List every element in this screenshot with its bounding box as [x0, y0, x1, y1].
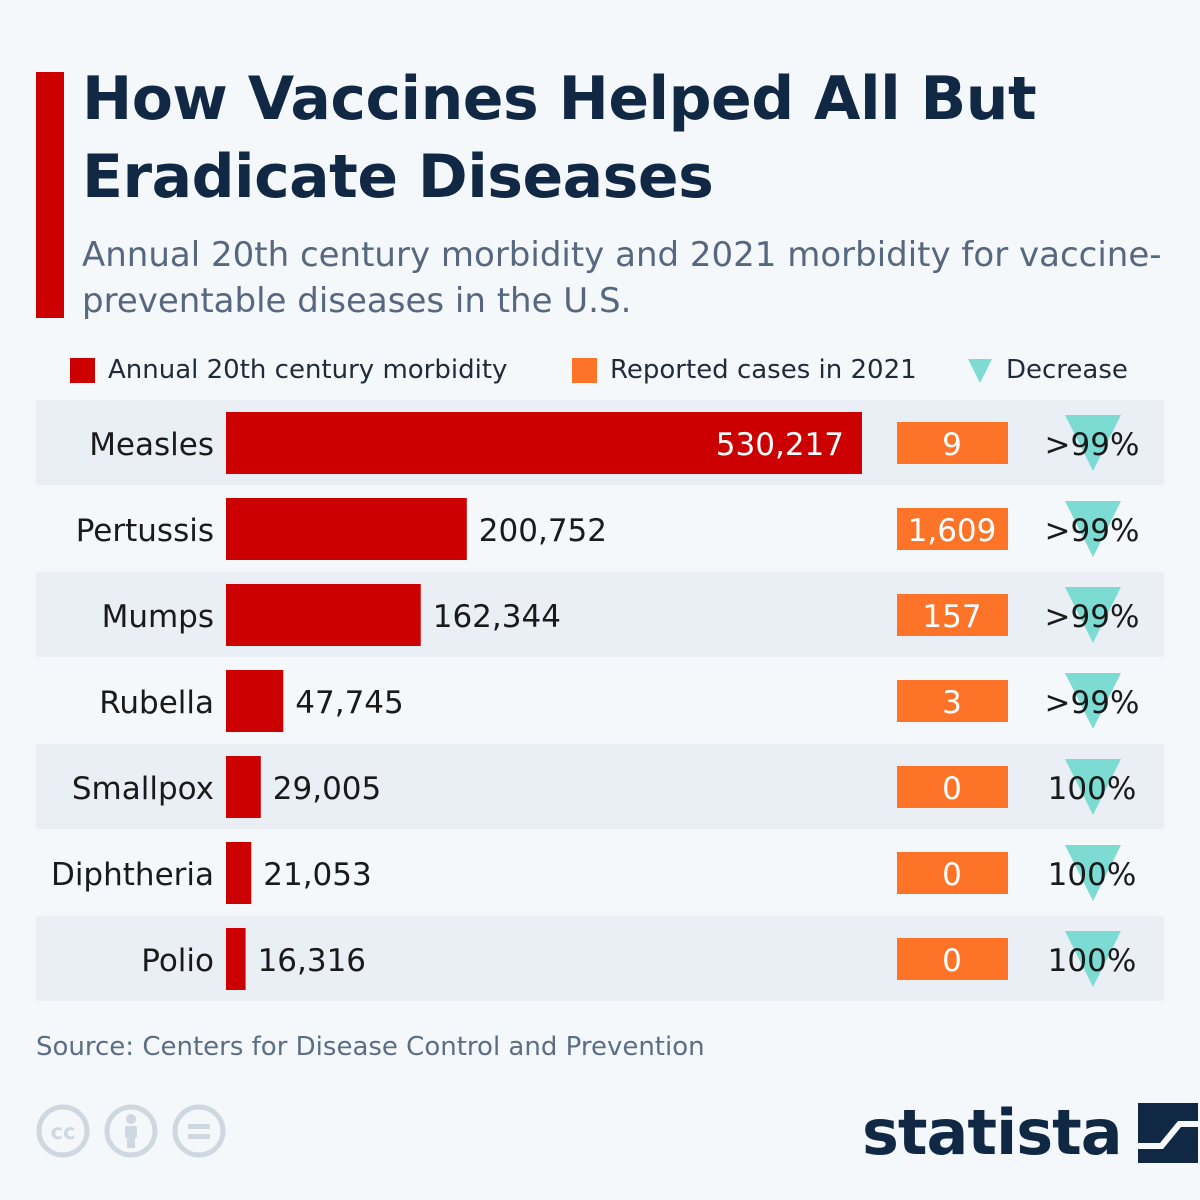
legend-item-decrease: Decrease: [968, 350, 1128, 390]
bar-20th-century-measles: [226, 412, 862, 474]
decrease-triangle-icon-diphtheria: [1065, 845, 1121, 901]
decrease-triangle-icon-measles: [1065, 415, 1121, 471]
category-label-mumps: Mumps: [102, 599, 214, 635]
bar-20th-century-smallpox: [226, 756, 261, 818]
decrease-triangle-icon-mumps: [1065, 587, 1121, 643]
value-label-2021-diphtheria: 0: [942, 857, 962, 893]
box-2021-rubella: [897, 680, 1008, 722]
source-note: Source: Centers for Disease Control and …: [36, 1032, 705, 1062]
legend-decrease-triangle-icon: [968, 359, 992, 383]
decrease-label-mumps: >99%: [1045, 599, 1140, 635]
box-2021-measles: [897, 422, 1008, 464]
value-label-20th-century-smallpox: 29,005: [273, 771, 381, 807]
value-label-2021-pertussis: 1,609: [908, 513, 997, 549]
statista-logo-mark-icon: [1137, 1103, 1198, 1163]
legend-item-20th-century: Annual 20th century morbidity: [70, 350, 507, 390]
decrease-triangle-icon-pertussis: [1065, 501, 1121, 557]
value-label-2021-mumps: 157: [922, 599, 981, 635]
creative-commons-icon[interactable]: cc: [36, 1104, 90, 1158]
value-label-2021-measles: 9: [942, 427, 962, 463]
decrease-label-measles: >99%: [1045, 427, 1140, 463]
category-label-smallpox: Smallpox: [72, 771, 214, 807]
no-derivatives-icon[interactable]: [172, 1104, 226, 1158]
value-label-20th-century-pertussis: 200,752: [479, 513, 607, 549]
legend-swatch-2021: [572, 357, 597, 383]
value-label-2021-rubella: 3: [942, 685, 962, 721]
license-icons: cc: [36, 1104, 226, 1158]
statista-logo[interactable]: statista: [862, 1098, 1198, 1168]
decrease-label-smallpox: 100%: [1048, 771, 1137, 807]
subtitle: Annual 20th century morbidity and 2021 m…: [82, 235, 1162, 321]
value-label-2021-smallpox: 0: [942, 771, 962, 807]
value-label-20th-century-rubella: 47,745: [295, 685, 403, 721]
bar-20th-century-mumps: [226, 584, 421, 646]
value-label-20th-century-polio: 16,316: [258, 943, 366, 979]
value-label-2021-polio: 0: [942, 943, 962, 979]
box-2021-diphtheria: [897, 852, 1008, 894]
legend-label-20th-century: Annual 20th century morbidity: [108, 355, 508, 385]
value-label-20th-century-diphtheria: 21,053: [263, 857, 371, 893]
bar-20th-century-diphtheria: [226, 842, 252, 904]
legend-item-2021: Reported cases in 2021: [572, 350, 917, 390]
bar-20th-century-rubella: [226, 670, 284, 732]
bar-20th-century-pertussis: [226, 498, 467, 560]
category-label-pertussis: Pertussis: [76, 513, 214, 549]
brand-name: statista: [862, 1096, 1123, 1169]
box-2021-smallpox: [897, 766, 1008, 808]
category-label-polio: Polio: [141, 943, 214, 979]
category-label-rubella: Rubella: [99, 685, 214, 721]
box-2021-polio: [897, 938, 1008, 980]
page-title: How Vaccines Helped All But Eradicate Di…: [82, 64, 1037, 212]
decrease-label-diphtheria: 100%: [1048, 857, 1137, 893]
decrease-triangle-icon-smallpox: [1065, 759, 1121, 815]
category-label-measles: Measles: [89, 427, 214, 463]
decrease-label-polio: 100%: [1048, 943, 1137, 979]
value-label-20th-century-mumps: 162,344: [433, 599, 561, 635]
decrease-label-rubella: >99%: [1045, 685, 1140, 721]
box-2021-pertussis: [897, 508, 1008, 550]
legend-swatch-20th-century: [70, 357, 95, 383]
decrease-label-pertussis: >99%: [1045, 513, 1140, 549]
decrease-triangle-icon-polio: [1065, 931, 1121, 987]
legend-label-decrease: Decrease: [1006, 355, 1128, 385]
svg-text:cc: cc: [51, 1120, 76, 1144]
title-accent-bar: [36, 72, 64, 318]
attribution-icon[interactable]: [104, 1104, 158, 1158]
bar-20th-century-polio: [226, 928, 246, 990]
category-label-diphtheria: Diphtheria: [51, 857, 214, 893]
value-label-20th-century-measles: 530,217: [716, 427, 844, 463]
decrease-triangle-icon-rubella: [1065, 673, 1121, 729]
legend-label-2021: Reported cases in 2021: [610, 355, 917, 385]
box-2021-mumps: [897, 594, 1008, 636]
